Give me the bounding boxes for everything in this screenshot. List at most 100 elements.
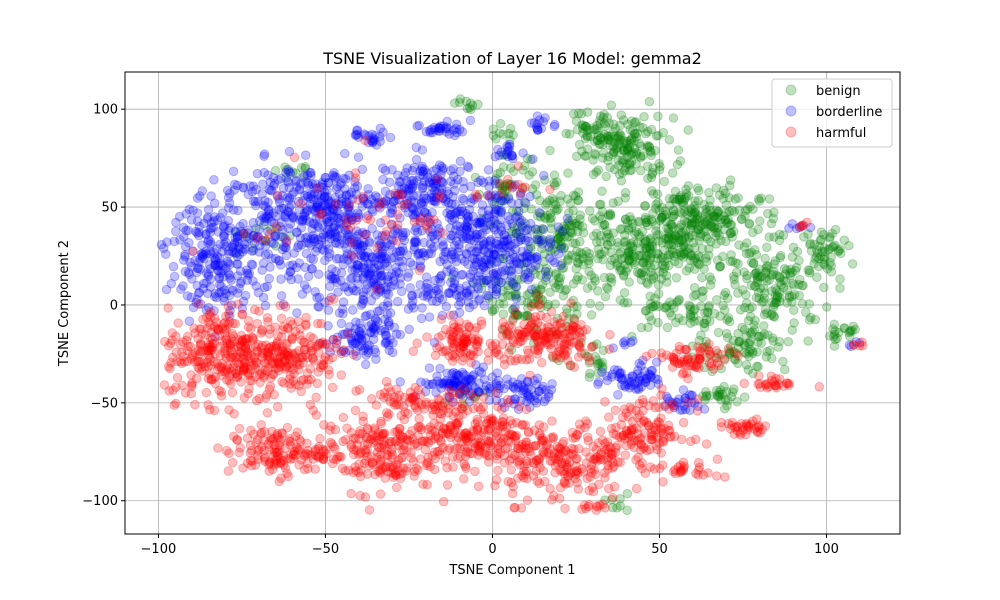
point-borderline [619,380,630,391]
point-borderline [412,121,423,131]
point-borderline [312,243,323,253]
point-benign [602,112,613,123]
point-borderline [523,224,533,234]
point-benign [588,123,598,133]
point-benign [710,227,721,238]
point-harmful [603,483,614,494]
point-benign [603,155,613,166]
point-harmful [166,358,176,368]
point-borderline [609,364,620,375]
point-benign [627,133,637,143]
point-benign [615,135,625,145]
point-benign [673,145,684,155]
point-borderline [331,172,342,182]
point-harmful [433,332,444,343]
point-benign [572,226,583,237]
point-borderline [545,237,556,248]
point-benign [603,134,614,145]
point-borderline [526,118,537,128]
point-benign [739,392,750,402]
point-borderline [276,274,286,285]
point-benign [647,216,658,227]
point-benign [495,167,506,178]
point-benign [591,167,602,177]
point-benign [644,96,655,107]
point-harmful [405,435,415,446]
point-benign [803,336,813,346]
point-benign [705,280,716,290]
point-benign [554,273,564,284]
point-benign [713,327,724,338]
point-harmful [505,415,516,426]
point-benign [719,211,729,221]
point-benign [759,321,769,331]
point-borderline [461,249,472,260]
point-harmful [204,369,214,379]
point-benign [676,208,687,218]
point-benign [671,249,682,259]
point-benign [588,155,598,165]
point-borderline [602,375,613,386]
point-benign [626,241,636,251]
point-benign [622,144,633,154]
point-benign [734,205,745,215]
point-borderline [505,276,515,286]
point-benign [624,142,635,153]
point-borderline [229,179,240,190]
point-borderline [240,290,251,301]
point-benign [726,250,737,260]
point-borderline [474,378,484,388]
point-benign [631,148,642,158]
point-borderline [593,377,604,387]
point-borderline [518,148,528,158]
point-harmful [566,360,576,371]
point-benign [641,243,652,253]
point-harmful [375,468,385,478]
point-harmful [631,455,641,465]
point-benign [659,210,670,221]
point-harmful [314,441,324,452]
point-harmful [624,429,634,439]
point-harmful [642,417,652,428]
point-benign [690,207,700,218]
point-benign [702,234,713,244]
point-benign [609,147,619,157]
point-benign [664,260,674,271]
point-benign [614,160,624,171]
point-benign [635,141,646,151]
point-benign [756,193,766,203]
point-borderline [484,250,495,260]
point-borderline [383,297,393,308]
point-benign [636,269,647,279]
point-benign [789,305,799,316]
point-borderline [407,183,417,193]
point-harmful [272,402,283,412]
point-benign [633,229,644,240]
point-benign [608,147,619,157]
point-benign [623,250,633,261]
point-benign [687,218,698,228]
point-borderline [168,261,179,272]
point-benign [667,212,678,222]
point-harmful [712,358,723,368]
point-harmful [321,448,332,459]
point-harmful [520,420,531,430]
point-benign [659,176,670,187]
grid [125,72,900,534]
point-benign [615,265,625,276]
point-harmful [455,347,466,358]
point-borderline [503,151,513,162]
point-benign [753,194,764,204]
point-benign [651,203,661,214]
point-borderline [468,277,478,287]
point-harmful [262,408,273,418]
point-harmful [397,452,408,463]
point-harmful [215,342,225,352]
point-harmful [168,385,178,395]
point-benign [593,286,603,296]
point-benign [619,145,629,155]
point-harmful [346,488,356,499]
point-harmful [418,479,428,490]
point-harmful [572,430,583,440]
point-benign [527,167,538,177]
